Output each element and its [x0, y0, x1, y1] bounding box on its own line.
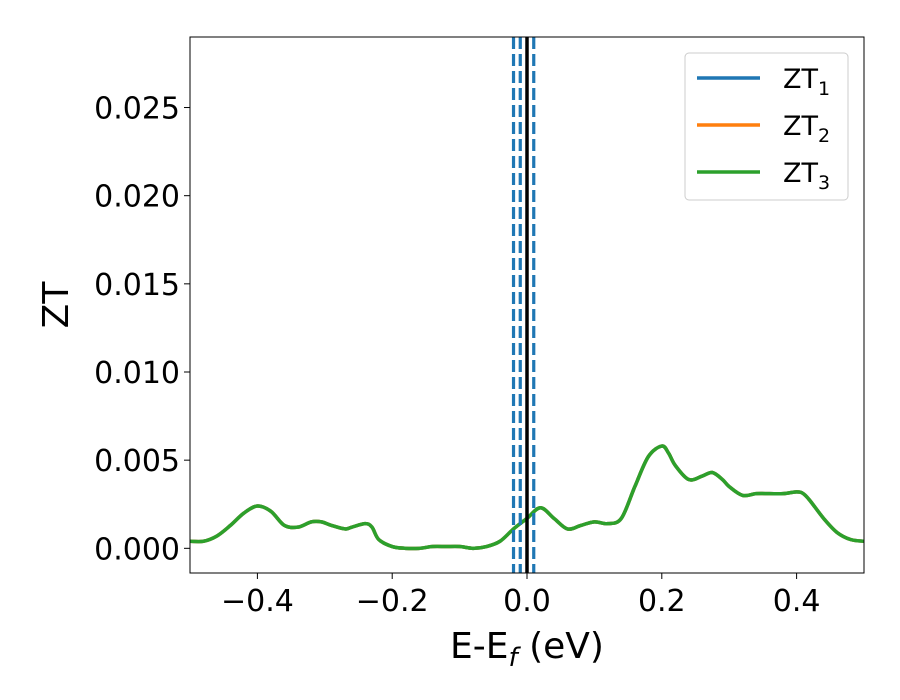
plot-content [190, 37, 864, 573]
x-tick-label: 0.0 [503, 584, 551, 619]
x-tick-label: 0.2 [638, 584, 686, 619]
series-line-3 [190, 444, 864, 551]
legend-box [684, 52, 849, 201]
y-axis: 0.000 0.005 0.010 0.015 0.020 0.025 [94, 92, 190, 567]
x-axis-label: E-Ef (eV) [450, 626, 604, 673]
legend-label-1: ZT1 [783, 64, 830, 100]
x-tick-label: −0.2 [356, 584, 429, 619]
y-tick-label: 0.010 [94, 356, 180, 391]
x-tick-label: 0.4 [773, 584, 821, 619]
y-tick-label: 0.000 [94, 532, 180, 567]
y-tick-label: 0.005 [94, 444, 180, 479]
legend-label-2: ZT2 [783, 111, 830, 147]
legend-label-3: ZT3 [783, 158, 830, 194]
legend: ZT1 ZT2 ZT3 [684, 52, 849, 201]
x-axis-label-main: E-E [450, 626, 508, 667]
y-tick-label: 0.015 [94, 268, 180, 303]
y-axis-label: ZT [36, 281, 77, 329]
x-tick-label: −0.4 [221, 584, 294, 619]
x-axis: −0.4 −0.2 0.0 0.2 0.4 [221, 573, 820, 619]
x-axis-label-unit: (eV) [518, 626, 604, 667]
y-tick-label: 0.020 [94, 180, 180, 215]
y-tick-label: 0.025 [94, 92, 180, 127]
